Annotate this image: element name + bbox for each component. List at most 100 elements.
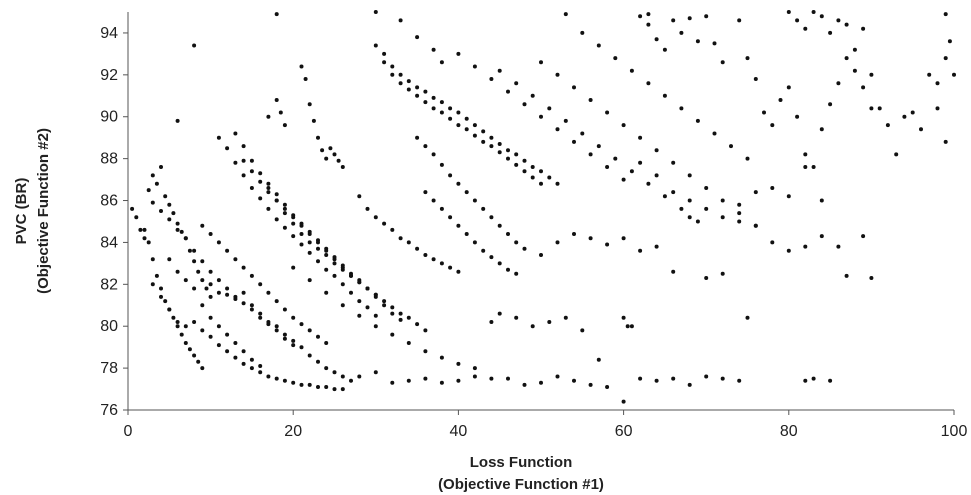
data-point [745,56,750,61]
data-point [803,378,808,383]
data-point [786,10,791,14]
data-point [489,135,494,140]
data-point [547,106,552,111]
data-point [249,158,254,163]
data-point [225,286,230,291]
data-point [266,186,271,190]
data-point [154,181,159,186]
data-point [349,378,353,383]
data-point [415,93,420,98]
data-point [365,305,370,310]
data-point [307,240,312,245]
data-point [638,376,643,381]
data-point [299,322,304,327]
data-point [373,292,378,297]
data-point [200,303,205,308]
data-point [836,18,841,23]
data-point [274,376,279,381]
data-point [192,320,197,324]
data-point [316,238,320,243]
y-tick-label: 82 [100,276,118,293]
data-point [621,236,626,241]
data-point [307,250,312,255]
data-point [307,328,312,333]
data-point [332,370,337,375]
data-point [605,165,610,169]
data-point [506,267,510,272]
data-point [208,315,213,320]
data-point [439,162,444,167]
data-point [613,156,618,161]
data-point [390,380,395,385]
data-point [580,30,585,35]
data-point [514,162,519,167]
data-point [398,72,403,77]
data-point [662,194,667,199]
data-point [737,219,742,224]
data-point [423,100,428,105]
data-point [406,341,411,345]
data-point [795,18,800,23]
data-point [328,146,333,151]
data-point [146,240,151,245]
data-point [539,181,543,186]
data-point [382,299,387,304]
data-point [311,118,316,123]
data-point [390,72,395,77]
data-point [390,227,395,232]
data-point [398,317,403,322]
data-point [621,123,626,128]
data-point [472,64,477,69]
data-point [497,142,502,146]
data-point [282,332,287,337]
data-point [258,364,263,368]
data-point [588,382,593,387]
data-point [192,286,197,291]
data-point [299,64,304,69]
data-point [291,234,296,239]
data-point [357,313,362,318]
data-point [456,181,461,186]
data-point [258,282,263,287]
data-point [497,261,502,266]
data-point [278,110,283,115]
data-point [423,253,428,257]
data-point [175,269,180,274]
data-point [737,378,742,383]
data-point [340,267,345,272]
data-point [795,114,800,119]
data-point [539,169,543,174]
x-tick-label: 80 [780,423,798,440]
data-point [303,77,308,81]
data-point [456,51,461,56]
data-point [282,202,287,207]
data-point [382,51,387,56]
data-point [654,173,659,178]
data-point [171,315,176,320]
data-point [456,223,461,228]
data-point [324,156,329,161]
data-point [167,257,172,262]
data-point [373,43,378,48]
data-point [489,77,494,81]
data-point [943,56,948,61]
data-point [192,353,197,358]
data-point [472,133,477,138]
data-point [258,171,263,176]
data-point [423,349,428,354]
data-point [171,211,176,216]
data-point [687,16,692,21]
data-point [406,87,411,92]
data-point [249,273,254,278]
data-point [216,290,221,295]
data-point [629,68,634,73]
data-point [935,81,940,86]
data-point [196,269,201,274]
data-point [150,257,155,262]
data-point [233,355,238,360]
data-point [266,181,271,186]
data-point [365,206,370,211]
data-point [439,206,444,211]
data-point [216,343,221,348]
data-point [621,177,626,182]
